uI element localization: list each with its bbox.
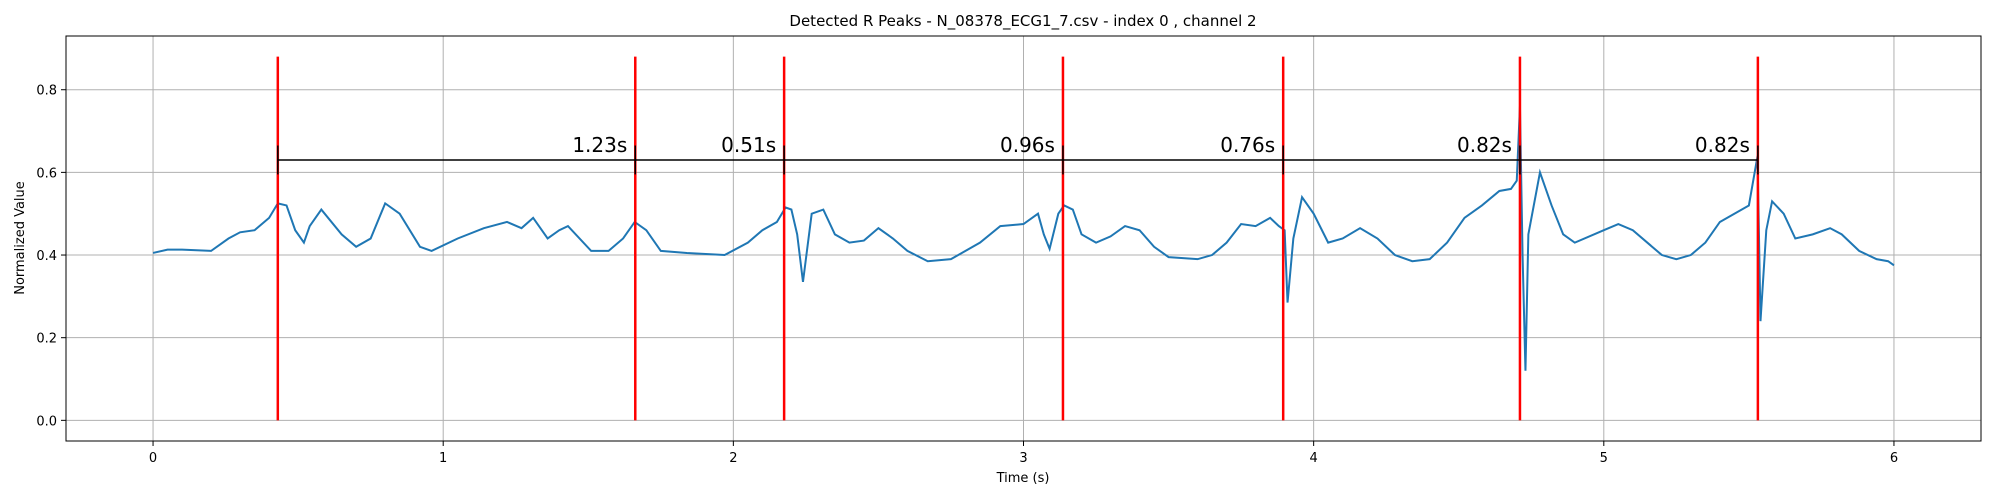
x-tick-label: 4 bbox=[1310, 451, 1318, 466]
interval-label: 0.82s bbox=[1457, 133, 1512, 157]
x-tick-label: 2 bbox=[729, 451, 737, 466]
interval-label: 1.23s bbox=[572, 133, 627, 157]
chart-title: Detected R Peaks - N_08378_ECG1_7.csv - … bbox=[789, 12, 1256, 31]
signal-line bbox=[152, 106, 1895, 371]
interval-label: 0.82s bbox=[1695, 133, 1750, 157]
interval-label: 0.76s bbox=[1220, 133, 1275, 157]
interval-label: 0.96s bbox=[1000, 133, 1055, 157]
x-tick-label: 6 bbox=[1890, 451, 1898, 466]
y-axis-label: Normalized Value bbox=[13, 181, 28, 295]
y-tick-label: 0.4 bbox=[36, 249, 57, 264]
x-tick-label: 0 bbox=[149, 451, 157, 466]
x-axis-label: Time (s) bbox=[996, 471, 1050, 486]
x-tick-label: 1 bbox=[439, 451, 447, 466]
x-tick-label: 5 bbox=[1600, 451, 1608, 466]
plot-frame bbox=[65, 35, 1982, 442]
y-tick-label: 0.6 bbox=[36, 166, 57, 181]
y-tick-label: 0.8 bbox=[36, 84, 57, 99]
y-tick-label: 0.0 bbox=[36, 414, 57, 429]
interval-label: 0.51s bbox=[721, 133, 776, 157]
y-tick-label: 0.2 bbox=[36, 332, 57, 347]
x-tick-label: 3 bbox=[1019, 451, 1027, 466]
